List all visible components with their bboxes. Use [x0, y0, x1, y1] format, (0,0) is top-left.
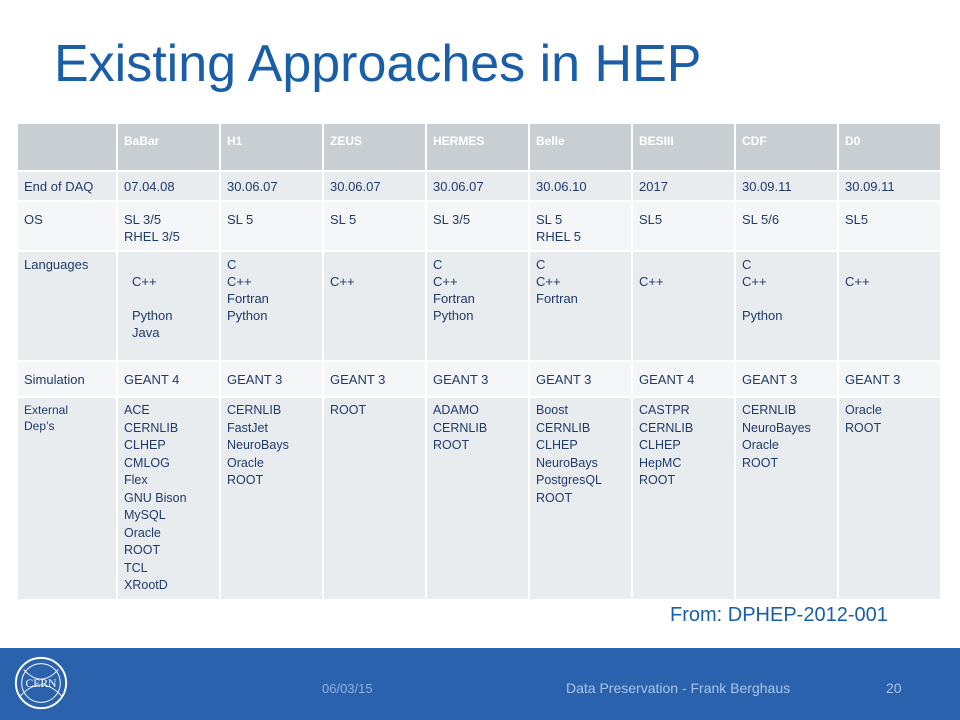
table-cell: CASTPR CERNLIB CLHEP HepMC ROOT — [633, 398, 736, 601]
table-cell: ROOT — [324, 398, 427, 601]
table-cell: SL 3/5 RHEL 3/5 — [118, 202, 221, 252]
header-cell-zeus: ZEUS — [324, 124, 427, 172]
row-label: External Dep’s — [18, 398, 118, 601]
table-row-end-of-daq: End of DAQ 07.04.08 30.06.07 30.06.07 30… — [18, 172, 942, 202]
table-cell: SL 5 — [324, 202, 427, 252]
table-row-languages: Languages C++ Python Java C C++ Fortran … — [18, 252, 942, 362]
table-cell: C C++ Python — [736, 252, 839, 362]
table-cell: SL 5 RHEL 5 — [530, 202, 633, 252]
table-cell: CERNLIB NeuroBayes Oracle ROOT — [736, 398, 839, 601]
row-label: Simulation — [18, 362, 118, 398]
footer-talk-title: Data Preservation - Frank Berghaus — [566, 680, 791, 696]
header-cell-cdf: CDF — [736, 124, 839, 172]
cern-logo-icon: CERN — [14, 656, 68, 710]
header-cell-h1: H1 — [221, 124, 324, 172]
table-cell: C C++ Fortran Python — [221, 252, 324, 362]
cern-logo-text: CERN — [26, 677, 58, 690]
table-cell: GEANT 4 — [633, 362, 736, 398]
table-cell: GEANT 3 — [839, 362, 942, 398]
table-cell: C C++ Fortran Python — [427, 252, 530, 362]
table-cell: C++ — [324, 252, 427, 362]
table-cell: C C++ Fortran — [530, 252, 633, 362]
table-row-simulation: Simulation GEANT 4 GEANT 3 GEANT 3 GEANT… — [18, 362, 942, 398]
table-cell: SL 3/5 — [427, 202, 530, 252]
header-cell-babar: BaBar — [118, 124, 221, 172]
table-cell: CERNLIB FastJet NeuroBays Oracle ROOT — [221, 398, 324, 601]
source-citation: From: DPHEP-2012-001 — [670, 604, 888, 626]
table-cell: SL5 — [633, 202, 736, 252]
table-cell: C++ — [633, 252, 736, 362]
table-cell: 30.06.07 — [324, 172, 427, 202]
table-cell: ACE CERNLIB CLHEP CMLOG Flex GNU Bison M… — [118, 398, 221, 601]
row-label: OS — [18, 202, 118, 252]
table-cell: 2017 — [633, 172, 736, 202]
table-cell: GEANT 3 — [736, 362, 839, 398]
header-cell-d0: D0 — [839, 124, 942, 172]
comparison-table: BaBar H1 ZEUS HERMES Belle BESIII CDF D0… — [18, 124, 942, 601]
table-cell: GEANT 4 — [118, 362, 221, 398]
header-cell-belle: Belle — [530, 124, 633, 172]
table-cell: SL 5/6 — [736, 202, 839, 252]
table-cell: GEANT 3 — [221, 362, 324, 398]
row-label: End of DAQ — [18, 172, 118, 202]
table-cell: GEANT 3 — [324, 362, 427, 398]
slide-number: 20 — [886, 680, 902, 696]
table-cell: GEANT 3 — [530, 362, 633, 398]
table-cell: SL5 — [839, 202, 942, 252]
table-row-os: OS SL 3/5 RHEL 3/5 SL 5 SL 5 SL 3/5 SL 5… — [18, 202, 942, 252]
table-cell: C++ Python Java — [118, 252, 221, 362]
table-cell: 30.06.10 — [530, 172, 633, 202]
header-cell-empty — [18, 124, 118, 172]
header-cell-besiii: BESIII — [633, 124, 736, 172]
table-cell: C++ — [839, 252, 942, 362]
table-cell: ADAMO CERNLIB ROOT — [427, 398, 530, 601]
table-cell: 30.09.11 — [736, 172, 839, 202]
table-row-external-deps: External Dep’s ACE CERNLIB CLHEP CMLOG F… — [18, 398, 942, 601]
header-cell-hermes: HERMES — [427, 124, 530, 172]
table-cell: GEANT 3 — [427, 362, 530, 398]
table-cell: 30.06.07 — [221, 172, 324, 202]
footer-date: 06/03/15 — [322, 681, 373, 696]
table-cell: SL 5 — [221, 202, 324, 252]
table-cell: 07.04.08 — [118, 172, 221, 202]
table-cell: 30.06.07 — [427, 172, 530, 202]
table-cell: 30.09.11 — [839, 172, 942, 202]
table-header-row: BaBar H1 ZEUS HERMES Belle BESIII CDF D0 — [18, 124, 942, 172]
slide-title: Existing Approaches in HEP — [54, 35, 702, 93]
footer-bar: CERN 06/03/15 Data Preservation - Frank … — [0, 648, 960, 720]
table-cell: Boost CERNLIB CLHEP NeuroBays PostgresQL… — [530, 398, 633, 601]
table-cell: Oracle ROOT — [839, 398, 942, 601]
row-label: Languages — [18, 252, 118, 362]
